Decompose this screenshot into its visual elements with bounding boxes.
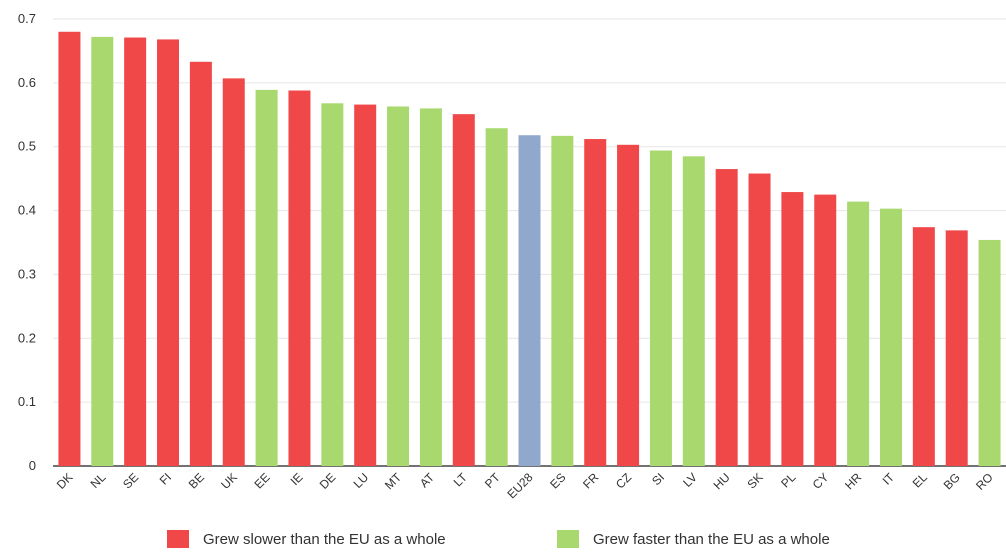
x-tick-label: BG	[941, 470, 963, 492]
bar-at	[419, 108, 442, 467]
x-tick-label: HR	[842, 470, 864, 492]
x-tick-label: SE	[120, 470, 141, 491]
x-tick-label: NL	[88, 470, 109, 491]
bar-uk	[222, 78, 245, 466]
x-tick-label: AT	[417, 470, 438, 491]
bar-si	[649, 150, 672, 466]
bar-hu	[715, 169, 738, 467]
bar-lv	[682, 156, 705, 467]
x-tick-label: CZ	[613, 470, 634, 491]
bar-mt	[387, 106, 410, 466]
bar-pl	[781, 192, 804, 466]
bar-cy	[814, 194, 837, 466]
y-tick-label: 0.4	[18, 203, 36, 218]
x-tick-label: EL	[910, 470, 931, 491]
bar-pt	[485, 128, 508, 466]
y-tick-label: 0.1	[18, 394, 36, 409]
x-tick-label: SI	[649, 470, 667, 488]
bars	[58, 31, 1001, 467]
bar-fr	[584, 139, 607, 466]
legend: Grew slower than the EU as a whole Grew …	[0, 528, 1006, 554]
bar-sk	[748, 173, 771, 466]
legend-swatch-faster	[557, 530, 579, 548]
bar-lt	[452, 114, 475, 466]
y-tick-label: 0.2	[18, 330, 36, 345]
bar-ie	[288, 90, 311, 467]
x-tick-label: CY	[810, 470, 832, 492]
x-tick-label: PT	[482, 470, 503, 491]
y-axis: 0 0.1 0.2 0.3 0.4 0.5 0.6 0.7	[18, 11, 36, 473]
x-tick-label: IE	[288, 470, 306, 488]
x-tick-label: EE	[252, 470, 273, 491]
x-tick-label: PL	[778, 470, 799, 491]
legend-label-slower: Grew slower than the EU as a whole	[203, 530, 446, 548]
x-tick-label: FI	[157, 470, 174, 487]
legend-item-slower: Grew slower than the EU as a whole	[167, 528, 446, 550]
y-tick-label: 0.3	[18, 266, 36, 281]
x-tick-label: LV	[680, 470, 700, 490]
legend-item-faster: Grew faster than the EU as a whole	[557, 528, 830, 550]
bar-se	[124, 37, 147, 467]
x-tick-label: LU	[351, 470, 372, 491]
bar-es	[551, 135, 574, 466]
bar-cz	[617, 144, 640, 466]
x-tick-label: ES	[547, 470, 568, 491]
x-axis: DK NL SE FI BE UK EE IE DE LU MT AT LT PT EU28 ES FR CZ SI…	[54, 470, 996, 502]
bar-hr	[847, 201, 870, 467]
x-tick-label: RO	[973, 470, 996, 493]
bar-nl	[91, 36, 114, 466]
bar-de	[321, 103, 344, 466]
bar-dk	[58, 31, 81, 467]
bar-el	[912, 227, 935, 466]
bar-lu	[354, 104, 377, 466]
x-tick-label: UK	[218, 470, 240, 492]
x-tick-label: FR	[580, 470, 601, 491]
bar-be	[189, 61, 212, 466]
x-tick-label: MT	[382, 470, 405, 493]
bar-ee	[255, 89, 278, 466]
y-tick-label: 0.6	[18, 75, 36, 90]
x-tick-label: EU28	[504, 470, 535, 501]
bar-ro	[978, 239, 1001, 466]
bar-chart: 00.10.20.30.40.50.60.7 DK NL SE FI BE UK EE IE D…	[18, 11, 1006, 502]
x-tick-label: BE	[186, 470, 207, 491]
bar-eu28	[518, 135, 541, 466]
y-tick-label: 0.5	[18, 139, 36, 154]
x-tick-label: IT	[880, 470, 898, 488]
legend-label-faster: Grew faster than the EU as a whole	[593, 530, 830, 548]
bar-it	[879, 208, 902, 467]
y-tick-label: 0.7	[18, 11, 36, 26]
x-tick-label: DE	[317, 470, 339, 492]
x-tick-label: SK	[744, 470, 765, 491]
y-tick-label: 0	[29, 458, 36, 473]
legend-swatch-slower	[167, 530, 189, 548]
bar-bg	[945, 230, 968, 466]
x-tick-label: LT	[451, 470, 471, 490]
bar-fi	[157, 39, 180, 466]
x-tick-label: DK	[54, 470, 76, 492]
x-tick-label: HU	[711, 470, 733, 492]
